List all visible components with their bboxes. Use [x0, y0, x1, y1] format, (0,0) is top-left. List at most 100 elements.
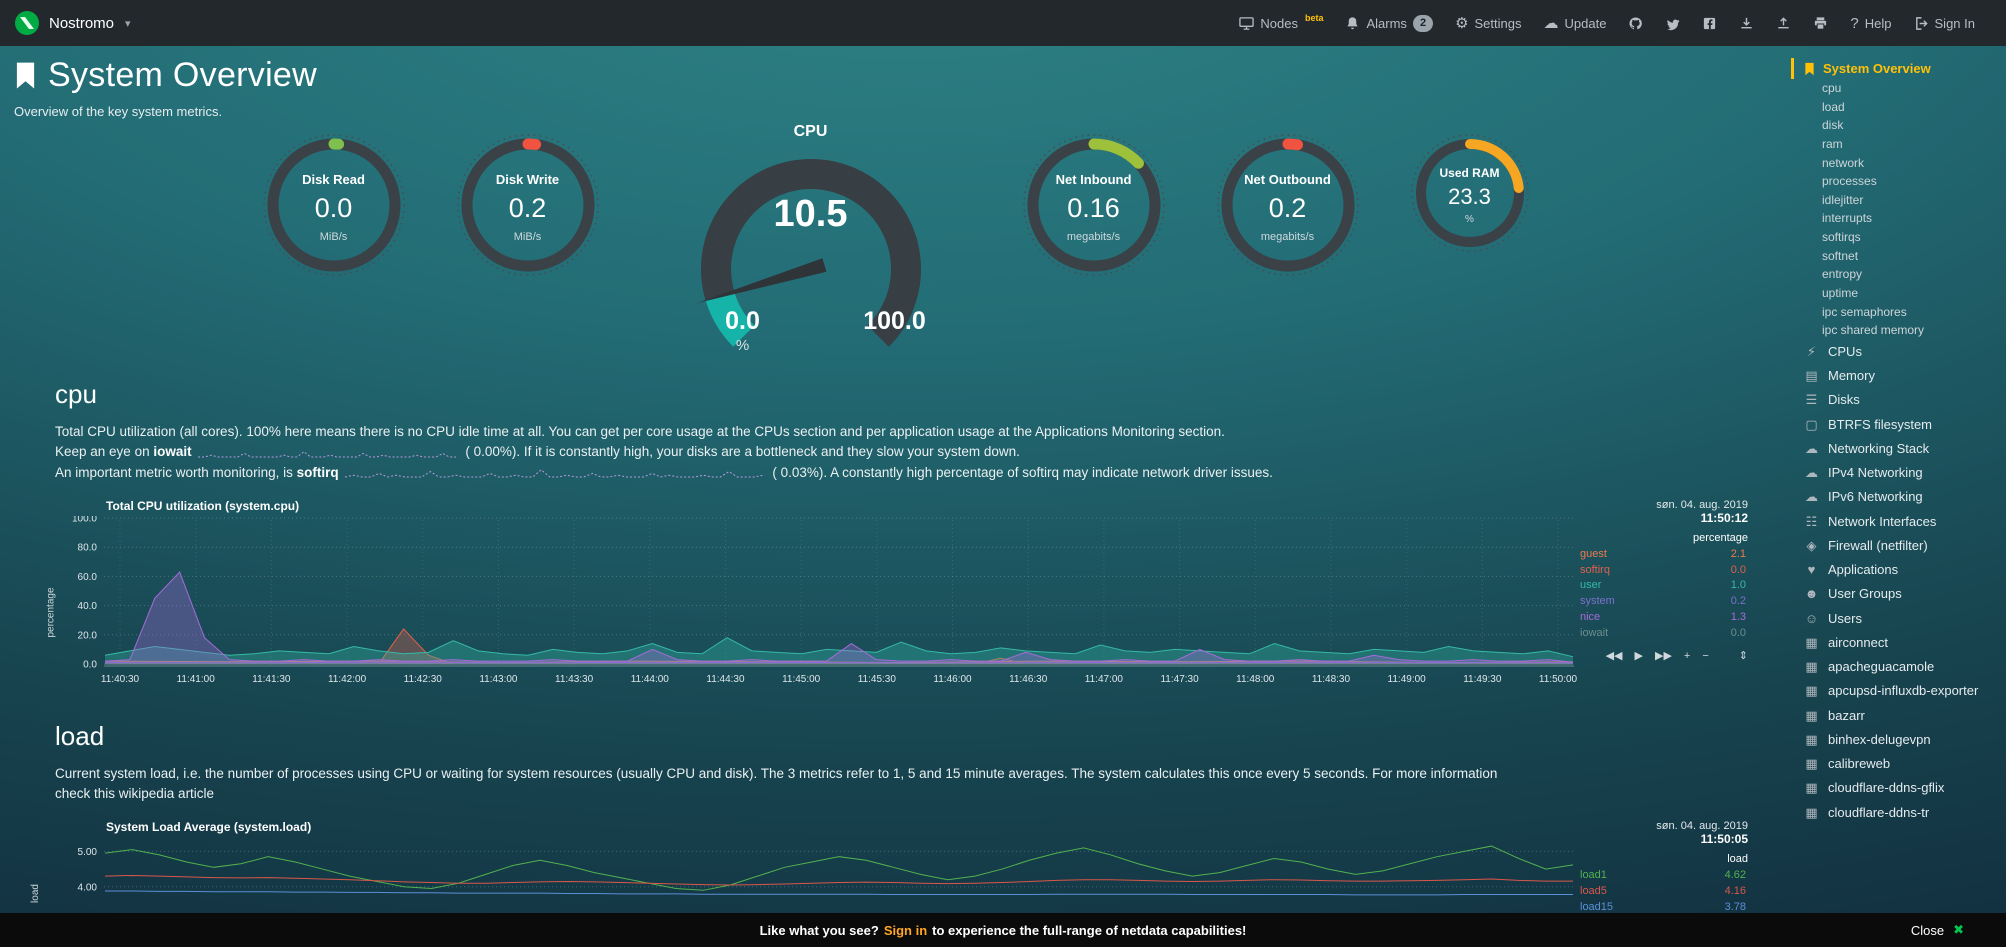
sidebar-subitem-ipc-semaphores[interactable]: ipc semaphores — [1822, 304, 1907, 319]
nav-facebook[interactable] — [1691, 0, 1728, 46]
legend-row-load5[interactable]: load5 4.16 — [1580, 885, 1746, 897]
sidebar-item-label: IPv4 Networking — [1828, 465, 1923, 480]
sidebar-item-ipv4-networking[interactable]: ☁ IPv4 Networking — [1791, 461, 2002, 485]
gauge-title: Used RAM — [1439, 166, 1500, 180]
print-icon — [1813, 16, 1828, 31]
nav-help[interactable]: ? Help — [1839, 0, 1902, 46]
gauge-disk-write[interactable]: Disk Write 0.2 MiB/s — [452, 129, 604, 286]
gauge-disk-read[interactable]: Disk Read 0.0 MiB/s — [258, 129, 410, 286]
sidebar-item-applications[interactable]: ♥ Applications — [1791, 558, 2002, 582]
sidebar-item-disks[interactable]: ☰ Disks — [1791, 388, 2002, 412]
signin-icon — [1914, 16, 1929, 31]
sidebar-item-memory[interactable]: ▤ Memory — [1791, 364, 2002, 388]
sidebar-item-users[interactable]: ☺ Users — [1791, 607, 2002, 631]
sidebar-item-firewall-netfilter-[interactable]: ◈ Firewall (netfilter) — [1791, 534, 2002, 558]
banner-close-button[interactable]: Close ✖ — [1911, 922, 1964, 938]
sidebar-item-apacheguacamole[interactable]: ▦ apacheguacamole — [1791, 655, 2002, 679]
sidebar-subitem-ram[interactable]: ram — [1822, 136, 1843, 151]
gauge-units: MiB/s — [513, 231, 542, 243]
sidebar-item-networking-stack[interactable]: ☁ Networking Stack — [1791, 437, 2002, 461]
sidebar-subitem-cpu[interactable]: cpu — [1822, 81, 1842, 95]
iowait-sparkline — [197, 451, 456, 458]
legend-row-softirq[interactable]: softirq 0.0 — [1580, 563, 1746, 576]
sidebar-item-cloudflare-ddns-gflix[interactable]: ▦ cloudflare-ddns-gflix — [1791, 776, 2002, 800]
legend-row-system[interactable]: system 0.2 — [1580, 595, 1746, 607]
pan-right-button[interactable]: ▶▶ — [1654, 650, 1672, 663]
chart-cpu[interactable]: percentage Total CPU utilization (system.… — [40, 499, 1791, 695]
sidebar-item-cloudflare-ddns-tr[interactable]: ▦ cloudflare-ddns-tr — [1791, 801, 2002, 825]
pan-left-button[interactable]: ◀◀ — [1605, 650, 1623, 663]
nav-alarms[interactable]: Alarms 2 — [1334, 0, 1444, 46]
sidebar-subitem-interrupts[interactable]: interrupts — [1822, 211, 1873, 226]
sidebar-item-bazarr[interactable]: ▦ bazarr — [1791, 704, 2002, 728]
gauge-units: megabits/s — [1260, 231, 1315, 243]
nav-settings[interactable]: ⚙ Settings — [1444, 0, 1532, 46]
nav-nodes[interactable]: Nodes beta — [1228, 0, 1334, 46]
zoom-out-button[interactable]: − — [1702, 649, 1709, 662]
nav-print[interactable] — [1802, 0, 1839, 46]
sidebar-subitem-processes[interactable]: processes — [1822, 174, 1877, 189]
svg-text:11:42:00: 11:42:00 — [328, 674, 367, 685]
legend-row-guest[interactable]: guest 2.1 — [1580, 547, 1746, 560]
sidebar-subitem-load[interactable]: load — [1822, 99, 1845, 114]
sidebar-item-system-overview[interactable]: System Overview — [1791, 58, 2002, 79]
sidebar-subitem-idlejitter[interactable]: idlejitter — [1822, 192, 1864, 207]
shield-icon: ◈ — [1806, 537, 1817, 553]
sidebar-subitem-softnet[interactable]: softnet — [1822, 248, 1859, 263]
sidebar-subitem-ipc-shared-memory[interactable]: ipc shared memory — [1822, 323, 1925, 338]
nav-twitter[interactable] — [1654, 0, 1691, 46]
legend-row-iowait[interactable]: iowait 0.0 — [1580, 626, 1746, 639]
chart-date: søn. 04. aug. 2019 — [1656, 820, 1748, 833]
sidebar-item-calibreweb[interactable]: ▦ calibreweb — [1791, 752, 2002, 776]
gauge-used-ram[interactable]: Used RAM 23.3% — [1406, 129, 1534, 262]
nav-nodes-badge: beta — [1304, 13, 1324, 23]
sidebar-item-apcupsd-influxdb-exporter[interactable]: ▦ apcupsd-influxdb-exporter — [1791, 679, 2002, 703]
nav-upload[interactable] — [1765, 0, 1802, 46]
sidebar-item-btrfs-filesystem[interactable]: ▢ BTRFS filesystem — [1791, 413, 2002, 437]
gauge-value: 0.0 — [314, 193, 353, 223]
nav-signin-label: Sign In — [1934, 15, 1975, 31]
signin-link[interactable]: Sign in — [883, 922, 928, 938]
sidebar-item-airconnect[interactable]: ▦ airconnect — [1791, 631, 2002, 655]
svg-text:11:48:00: 11:48:00 — [1236, 674, 1275, 685]
sidebar-item-ipv6-networking[interactable]: ☁ IPv6 Networking — [1791, 485, 2002, 509]
gauge-units: % — [735, 337, 750, 354]
nav-download[interactable] — [1728, 0, 1765, 46]
grid-icon: ▦ — [1805, 804, 1818, 820]
nav-github[interactable] — [1617, 0, 1654, 46]
gauge-net-outbound[interactable]: Net Outbound 0.2 megabits/s — [1212, 129, 1364, 286]
sidebar-item-user-groups[interactable]: ☻ User Groups — [1791, 582, 2002, 606]
gauge-cpu[interactable]: CPU 10.5 0.0 100.0% — [646, 123, 976, 354]
legend-row-nice[interactable]: nice 1.3 — [1580, 610, 1746, 623]
node-selector[interactable]: Nostromo ▾ — [14, 10, 131, 36]
sidebar-subitem-disk[interactable]: disk — [1822, 118, 1844, 133]
sidebar-item-label: Users — [1828, 610, 1862, 626]
play-button[interactable]: ▶ — [1634, 650, 1643, 663]
legend-row-load1[interactable]: load1 4.62 — [1580, 869, 1746, 882]
heart-icon: ♥ — [1807, 562, 1816, 577]
svg-text:11:41:30: 11:41:30 — [252, 674, 291, 685]
sidebar-subitem-entropy[interactable]: entropy — [1822, 267, 1863, 282]
cpu-iowait-note: Keep an eye on iowait ( 0.00%). If it is… — [55, 444, 1020, 460]
chart-resize-handle[interactable]: ⇕ — [1738, 650, 1748, 663]
sidebar-item-label: User Groups — [1828, 586, 1902, 602]
sidebar-item-cpus[interactable]: ⚡ CPUs — [1791, 340, 2002, 364]
sidebar-item-network-interfaces[interactable]: ☷ Network Interfaces — [1791, 510, 2002, 534]
legend-row-load15[interactable]: load15 3.78 — [1580, 900, 1746, 913]
page-title: System Overview — [14, 56, 1791, 95]
netdata-logo — [14, 10, 40, 36]
svg-text:0.0: 0.0 — [83, 659, 97, 670]
sidebar-subitem-uptime[interactable]: uptime — [1822, 285, 1859, 300]
sidebar-item-binhex-delugevpn[interactable]: ▦ binhex-delugevpn — [1791, 728, 2002, 752]
banner-text-suffix: to experience the full-range of netdata … — [932, 922, 1247, 938]
gauge-net-inbound[interactable]: Net Inbound 0.16 megabits/s — [1018, 129, 1170, 286]
sidebar-subitem-softirqs[interactable]: softirqs — [1822, 230, 1861, 244]
legend-row-user[interactable]: user 1.0 — [1580, 579, 1746, 592]
memory-icon: ▤ — [1805, 368, 1818, 383]
sidebar-subitem-network[interactable]: network — [1822, 155, 1865, 170]
zoom-in-button[interactable]: + — [1683, 649, 1691, 662]
bookmark-icon — [14, 61, 37, 90]
nav-update[interactable]: ☁ Update — [1533, 0, 1618, 46]
chart-plot[interactable]: Total CPU utilization (system.cpu) 0.0 20.… — [56, 499, 1578, 695]
nav-signin[interactable]: Sign In — [1903, 0, 1986, 46]
